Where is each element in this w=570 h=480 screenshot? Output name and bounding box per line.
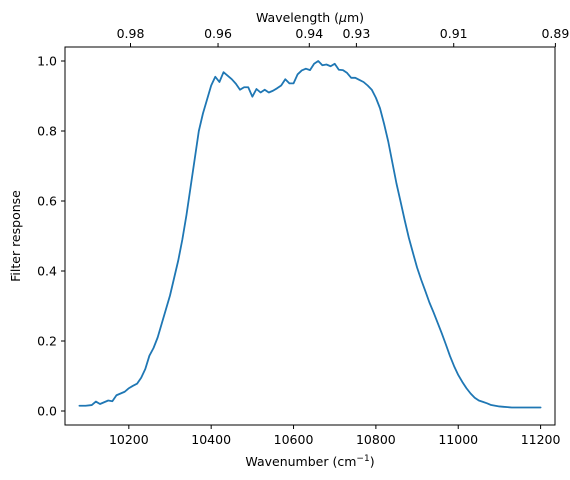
left-y-ticks: 0.0 0.2 0.4 0.6 0.8 1.0 [37, 54, 65, 419]
y-tick-label: 0.2 [37, 334, 57, 349]
axes-frame [64, 46, 556, 426]
top-x-tick-label: 0.96 [204, 26, 232, 41]
x-tick-label: 11200 [521, 432, 561, 447]
top-x-ticks: 0.98 0.96 0.94 0.93 0.91 0.89 [117, 26, 569, 47]
x-tick-label: 11000 [438, 432, 478, 447]
top-x-tick-label: 0.98 [117, 26, 145, 41]
y-tick-label: 0.8 [37, 124, 57, 139]
y-tick-label: 0.6 [37, 194, 57, 209]
x-axis-label-superscript: −1 [356, 454, 369, 464]
y-tick-label: 1.0 [37, 54, 57, 69]
top-x-tick-label: 0.91 [440, 26, 468, 41]
top-x-axis-label: Wavelength (μm) [256, 10, 364, 25]
x-tick-label: 10200 [109, 432, 149, 447]
x-tick-label: 10600 [274, 432, 314, 447]
top-x-tick-label: 0.93 [342, 26, 370, 41]
y-tick-label: 0.0 [37, 404, 57, 419]
top-x-tick-label: 0.94 [295, 26, 323, 41]
y-tick-label: 0.4 [37, 264, 57, 279]
series-layer [78, 60, 542, 409]
mu-symbol: μ [338, 10, 347, 25]
bottom-x-ticks: 10200 10400 10600 10800 11000 11200 [109, 425, 561, 447]
filter-response-line [78, 60, 542, 409]
x-tick-label: 10800 [356, 432, 396, 447]
x-axis-label-close: ) [370, 454, 375, 469]
x-tick-label: 10400 [191, 432, 231, 447]
y-axis-label: Filter response [8, 190, 23, 282]
x-axis-label: Wavenumber (cm−1) [245, 454, 374, 469]
top-x-tick-label: 0.89 [541, 26, 569, 41]
